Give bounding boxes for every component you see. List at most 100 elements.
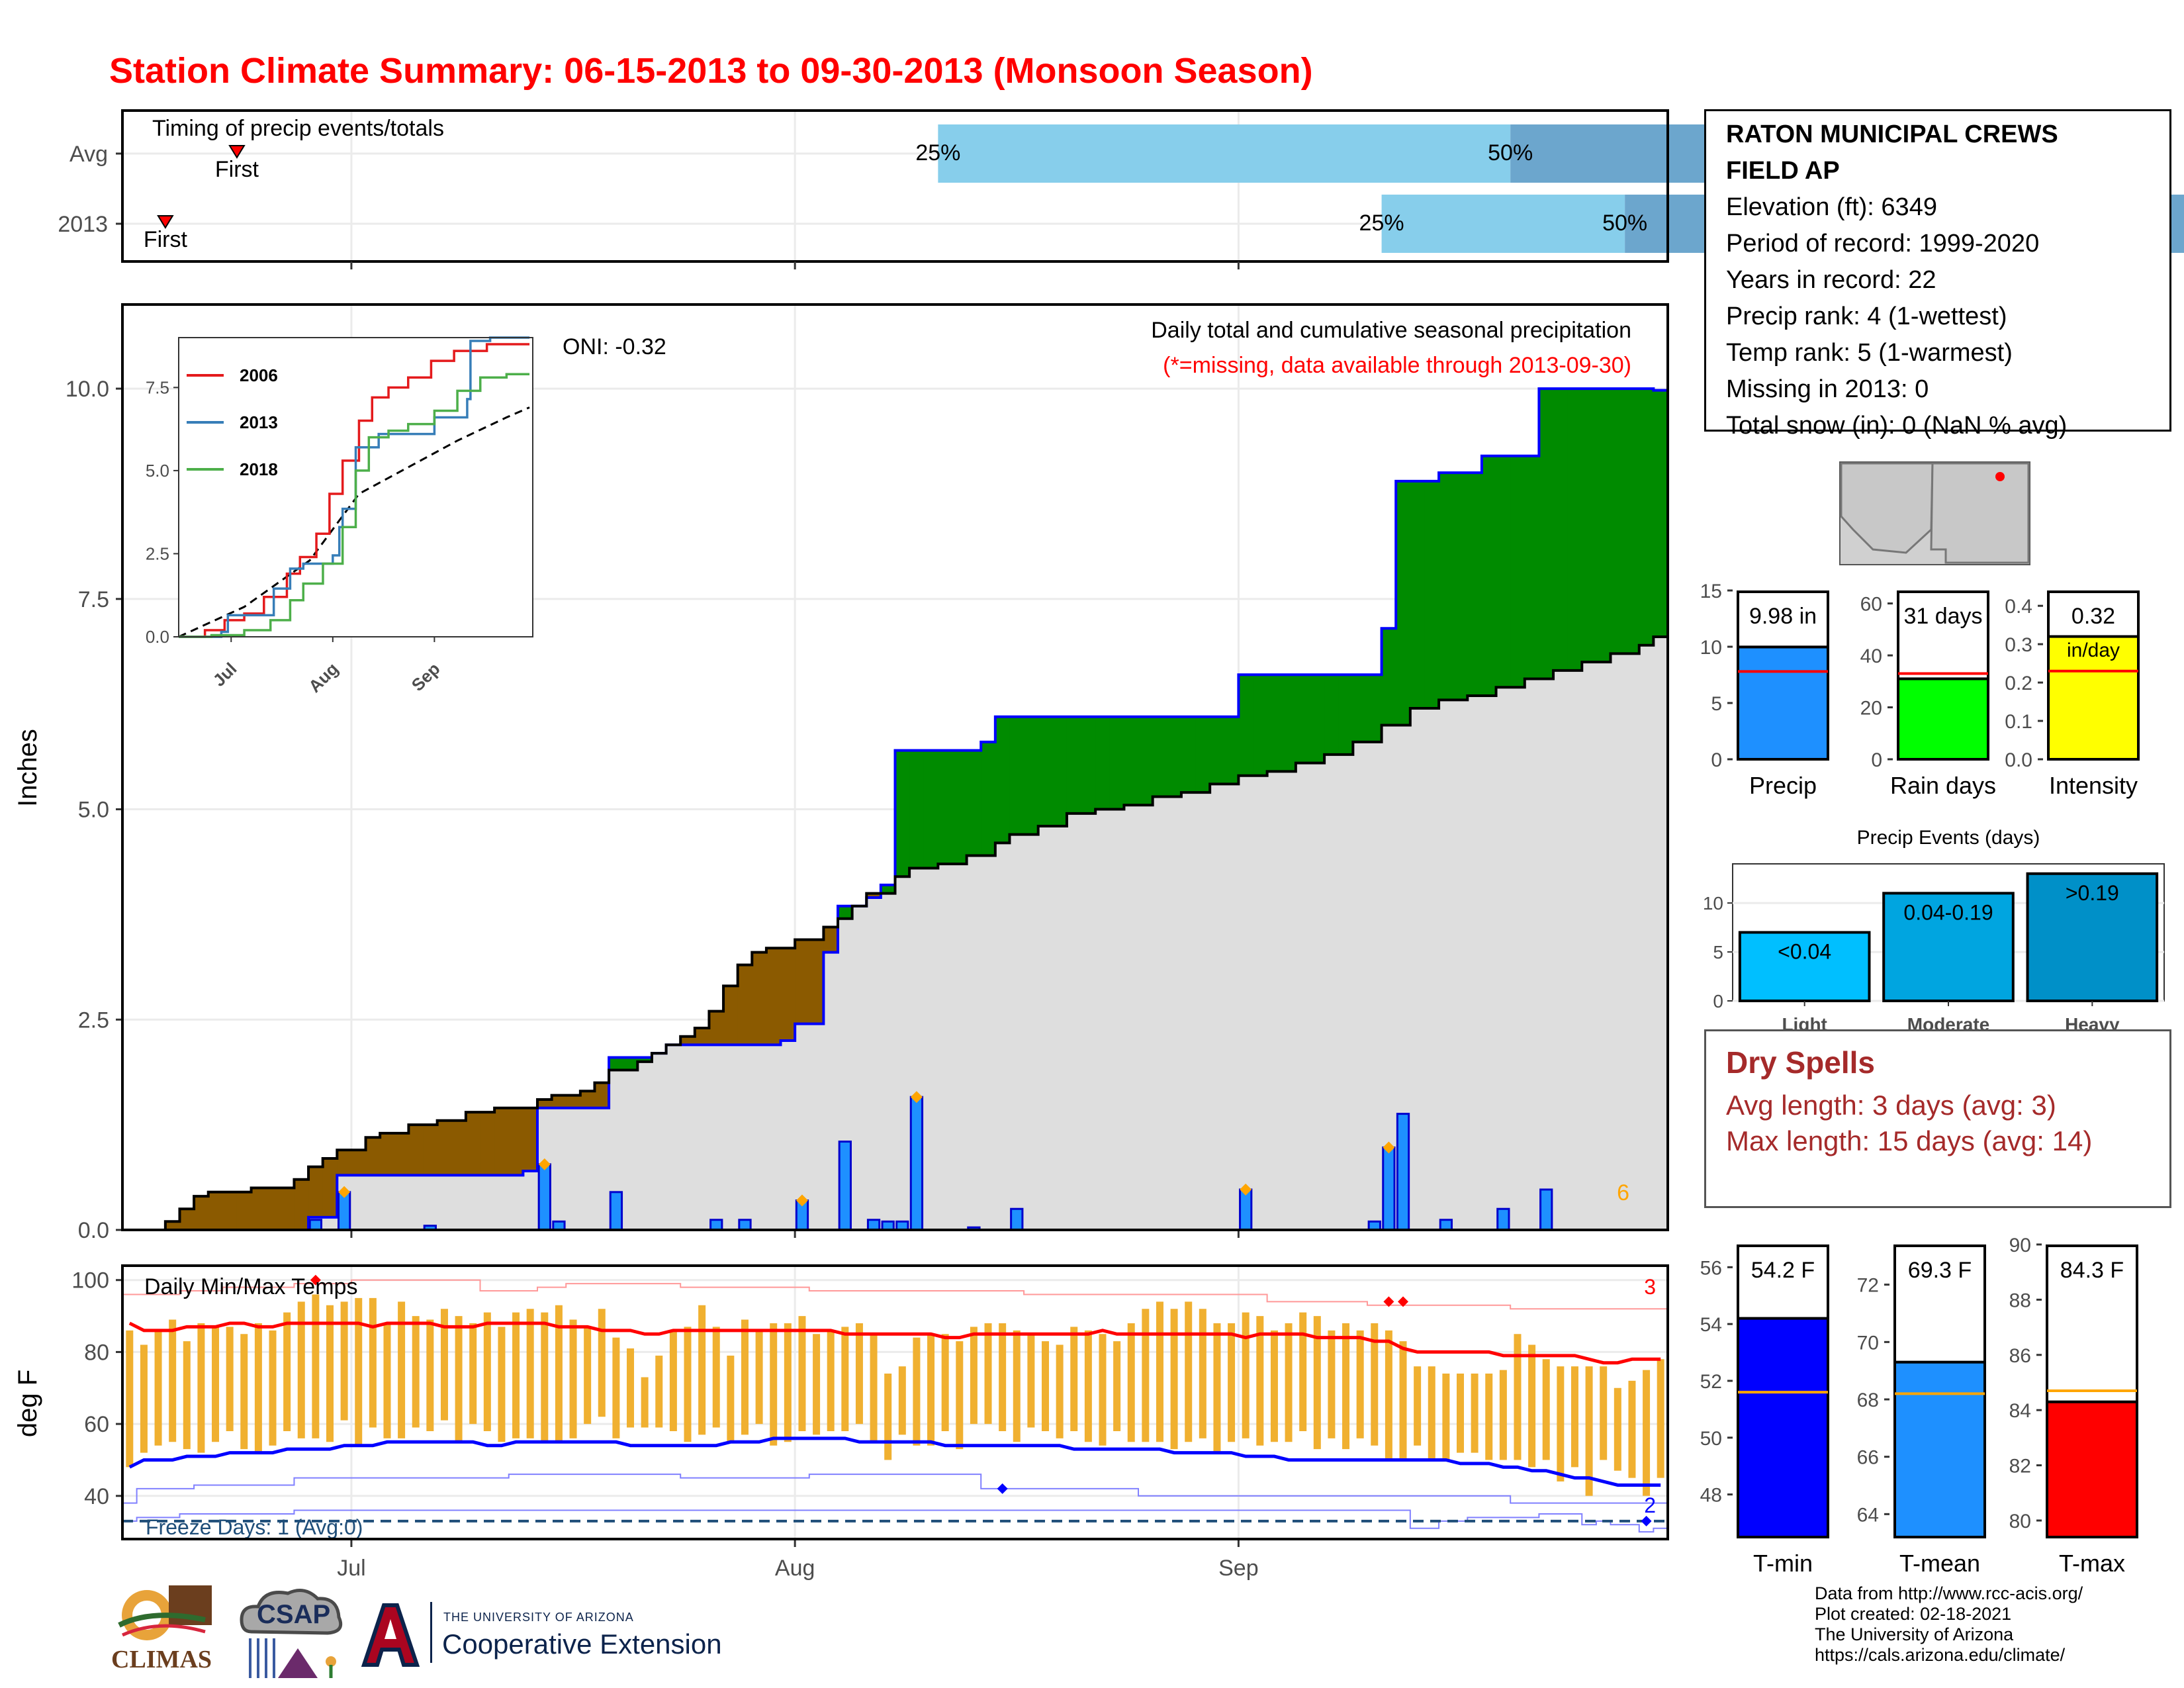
- departure-fill: [880, 884, 896, 894]
- station-temp-rank: Temp rank: 5 (1-warmest): [1726, 339, 2013, 367]
- departure-fill: [594, 1082, 610, 1108]
- departure-fill: [1510, 455, 1525, 688]
- departure-fill: [1381, 628, 1396, 726]
- departure-fill: [1109, 716, 1125, 810]
- daily-precip-bar: [738, 1219, 752, 1231]
- departure-fill: [1410, 481, 1426, 709]
- station-precip-rank: Precip rank: 4 (1-wettest): [1726, 303, 2007, 330]
- dry-spells-avg: Avg length: 3 days (avg: 3): [1726, 1090, 2056, 1121]
- temperature-panel: 40 60 80 100 Jul Aug Sep Daily Min/Max Temps Fre…: [13, 1264, 1669, 1581]
- summary-y-tick-label: 0.4: [2005, 596, 2032, 618]
- summary-y-tick-label: 54: [1700, 1314, 1722, 1336]
- departure-fill: [838, 906, 853, 919]
- summary-y-tick-label: 60: [1860, 594, 1882, 616]
- temp-summary-bars: 48 50 52 54 56 54.2 F T-min 64 66 68 70 72 69.3 F T-m…: [1700, 1235, 2142, 1577]
- departure-fill: [1181, 716, 1197, 793]
- csap-logo: CSAP: [232, 1585, 351, 1685]
- daily-precip-bar: [1439, 1219, 1453, 1231]
- credits-block: Data from http://www.rcc-acis.org/ Plot …: [1815, 1583, 2083, 1665]
- main-y-tick-label: 0.0: [78, 1218, 109, 1243]
- summary-label-box: [1893, 1244, 1986, 1364]
- departure-fill: [1138, 716, 1154, 806]
- daily-precip-bar: [537, 1163, 551, 1231]
- summary-y-tick-label: 20: [1860, 698, 1882, 720]
- summary-y-tick-label: 0: [1871, 749, 1882, 771]
- main-y-tick-label: 2.5: [78, 1008, 109, 1033]
- avg-tmax-line: [128, 1321, 1661, 1365]
- temp-y-tick-label: 40: [84, 1484, 109, 1509]
- timing-row-label: Avg: [69, 142, 108, 167]
- departure-fill: [1066, 716, 1082, 814]
- departure-fill: [251, 1188, 266, 1230]
- first-event-label: First: [144, 227, 188, 252]
- first-event-label: First: [215, 157, 259, 182]
- summary-panel-label: T-max: [2059, 1550, 2125, 1577]
- timing-title: Timing of precip events/totals: [152, 116, 444, 141]
- departure-fill: [1582, 389, 1597, 663]
- departure-fill: [795, 939, 810, 1024]
- events-bar-label: >0.19: [2066, 881, 2119, 905]
- daily-precip-bar: [866, 1219, 881, 1231]
- dry-spells-title: Dry Spells: [1726, 1045, 1875, 1080]
- summary-value-bar: [2046, 1400, 2138, 1538]
- departure-fill: [1095, 716, 1111, 810]
- events-bar-moderate: [1882, 892, 2015, 1003]
- main-y-tick-label: 5.0: [78, 798, 109, 823]
- first-event-marker: [157, 215, 174, 229]
- summary-label-box: [1737, 1244, 1829, 1320]
- record-high-marker: [1398, 1296, 1409, 1307]
- summary-y-tick-label: 0.0: [2005, 749, 2032, 771]
- station-elevation: Elevation (ft): 6349: [1726, 193, 1937, 221]
- timing-p50-label: 50%: [1488, 140, 1533, 165]
- summary-panel-label: T-mean: [1899, 1550, 1980, 1577]
- summary-y-tick-label: 56: [1700, 1257, 1722, 1279]
- departure-fill: [265, 1188, 281, 1230]
- departure-fill: [508, 1107, 523, 1176]
- inset-avg-dashed-line: [178, 406, 530, 638]
- events-y-tick-label: 5: [1713, 942, 1723, 962]
- station-years: Years in record: 22: [1726, 266, 1936, 294]
- departure-fill: [938, 750, 953, 865]
- departure-fill: [279, 1188, 295, 1230]
- summary-value-text: 0.32: [2071, 604, 2115, 629]
- csap-wordmark: CSAP: [257, 1600, 331, 1629]
- temp-y-tick-label: 100: [71, 1268, 109, 1293]
- departure-fill: [294, 1179, 309, 1230]
- summary-value-unit: in/day: [2067, 639, 2120, 661]
- departure-fill: [1238, 675, 1253, 776]
- departure-fill: [694, 1027, 710, 1045]
- daily-precip-bar: [609, 1191, 623, 1231]
- summary-y-tick-label: 52: [1700, 1371, 1722, 1393]
- departure-fill: [1639, 389, 1654, 645]
- departure-fill: [308, 1166, 324, 1217]
- credit-university: The University of Arizona: [1815, 1624, 2014, 1644]
- departure-fill: [780, 948, 796, 1041]
- max-precip-marker: [1240, 1183, 1252, 1196]
- departure-fill: [551, 1095, 567, 1108]
- summary-y-tick-label: 72: [1857, 1275, 1879, 1297]
- departure-fill: [337, 1150, 352, 1176]
- avg-cumulative-fill: [122, 637, 1668, 1230]
- departure-fill: [895, 750, 910, 877]
- departure-fill: [1539, 389, 1554, 679]
- inset-series-line-2006: [179, 343, 530, 638]
- departure-fill: [1353, 675, 1368, 742]
- location-map: [1839, 461, 2030, 565]
- departure-fill: [680, 1036, 696, 1045]
- uofa-bottom-text: Cooperative Extension: [442, 1628, 722, 1660]
- credit-data-source: Data from http://www.rcc-acis.org/: [1815, 1583, 2083, 1603]
- departure-fill: [451, 1120, 467, 1176]
- events-bar-heavy: [2026, 872, 2159, 1003]
- uofa-divider: [430, 1602, 432, 1663]
- dry-spells-box: Dry Spells Avg length: 3 days (avg: 3) M…: [1704, 1029, 2171, 1208]
- credit-plot-date: Plot created: 02-18-2021: [1815, 1604, 2012, 1624]
- departure-fill: [1024, 716, 1039, 835]
- summary-y-tick-label: 80: [2009, 1511, 2031, 1532]
- summary-value-bar: [1893, 1360, 1986, 1539]
- record-low-line: [122, 1474, 1668, 1504]
- timing-p25-label: 25%: [915, 140, 960, 165]
- timing-bar-early: [1381, 195, 1625, 253]
- station-info-box: RATON MUNICIPAL CREWS FIELD AP Elevation…: [1704, 109, 2171, 440]
- daily-precip-bar: [1010, 1207, 1024, 1231]
